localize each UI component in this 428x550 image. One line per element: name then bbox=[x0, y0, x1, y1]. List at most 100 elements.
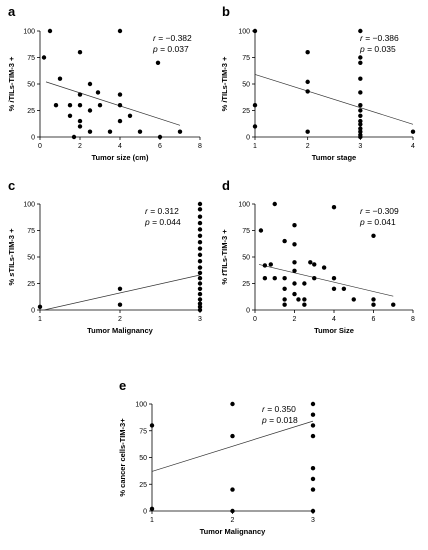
data-point bbox=[292, 291, 297, 297]
data-point bbox=[252, 28, 258, 34]
y-axis-label-prefix: % bbox=[7, 103, 16, 112]
data-point bbox=[310, 412, 316, 417]
data-point bbox=[67, 113, 73, 119]
data-point bbox=[47, 28, 53, 34]
data-point bbox=[282, 238, 287, 244]
data-point bbox=[262, 276, 268, 281]
data-point bbox=[252, 103, 258, 108]
regression-line bbox=[43, 274, 201, 311]
x-tick-label: 4 bbox=[118, 143, 122, 150]
data-point bbox=[358, 134, 363, 140]
y-tick-label: 25 bbox=[242, 108, 250, 115]
y-tick-label: 75 bbox=[139, 428, 147, 435]
stat-r-value: = 0.350 bbox=[265, 404, 296, 414]
panel-letter: b bbox=[222, 4, 230, 19]
data-point bbox=[358, 103, 363, 108]
x-tick-label: 2 bbox=[118, 316, 122, 323]
data-point bbox=[410, 129, 416, 134]
data-point bbox=[197, 246, 203, 251]
y-tick-label: 0 bbox=[246, 308, 250, 315]
data-point bbox=[87, 81, 93, 87]
data-point bbox=[197, 201, 203, 207]
data-point bbox=[302, 297, 307, 302]
data-point bbox=[310, 423, 316, 428]
stat-p-value: = 0.018 bbox=[267, 415, 298, 425]
stat-r: r = −0.386 bbox=[360, 33, 399, 43]
stat-p-symbol: p bbox=[152, 44, 158, 54]
y-tick-label: 0 bbox=[31, 308, 35, 315]
x-axis-label: Tumor Size bbox=[314, 326, 354, 335]
data-point bbox=[230, 487, 235, 492]
regression-line bbox=[254, 74, 414, 125]
data-point bbox=[230, 401, 235, 407]
panel-letter: d bbox=[222, 178, 230, 193]
stat-r: r = −0.309 bbox=[360, 206, 399, 216]
data-point bbox=[197, 220, 203, 226]
data-point bbox=[77, 118, 83, 124]
y-tick-label: 75 bbox=[27, 228, 35, 235]
data-point bbox=[77, 50, 83, 55]
y-axis-label-prefix: % bbox=[220, 276, 229, 285]
data-point bbox=[305, 89, 310, 94]
data-point bbox=[67, 103, 73, 108]
stat-p-value: = 0.044 bbox=[150, 217, 181, 227]
y-axis-label-prefix: % bbox=[7, 277, 16, 286]
data-point bbox=[310, 508, 316, 514]
y-tick-label: 25 bbox=[139, 482, 147, 489]
x-tick-label: 3 bbox=[311, 517, 315, 524]
y-tick-label: 75 bbox=[242, 55, 250, 62]
stat-p: p = 0.035 bbox=[359, 44, 396, 54]
data-point bbox=[230, 508, 235, 514]
y-tick-label: 100 bbox=[238, 202, 250, 209]
data-point bbox=[197, 286, 203, 291]
y-tick-label: 100 bbox=[23, 29, 35, 36]
data-point bbox=[310, 401, 316, 407]
x-tick-label: 1 bbox=[253, 143, 257, 150]
y-tick-label: 50 bbox=[139, 455, 147, 462]
y-tick-label: 25 bbox=[242, 281, 250, 288]
stat-p: p = 0.037 bbox=[152, 44, 189, 54]
y-axis-label-italic: i bbox=[7, 100, 16, 103]
data-point bbox=[197, 239, 203, 245]
y-tick-label: 100 bbox=[238, 29, 250, 36]
panel-letter: c bbox=[8, 178, 15, 193]
data-point bbox=[391, 302, 396, 307]
stat-p: p = 0.018 bbox=[261, 415, 298, 425]
y-axis-label-italic: t bbox=[220, 273, 229, 276]
data-point bbox=[302, 281, 307, 286]
data-point bbox=[117, 302, 123, 307]
stat-p: p = 0.041 bbox=[359, 217, 396, 227]
y-axis-label-rest: TILs-TIM-3 + bbox=[220, 229, 229, 274]
stat-p-value: = 0.041 bbox=[365, 217, 396, 227]
data-point bbox=[41, 55, 47, 60]
data-point bbox=[197, 259, 203, 264]
y-tick-label: 100 bbox=[23, 202, 35, 209]
data-point bbox=[358, 113, 363, 119]
y-tick-label: 50 bbox=[242, 82, 250, 89]
data-point bbox=[262, 263, 268, 268]
y-tick-label: 50 bbox=[27, 255, 35, 262]
data-point bbox=[341, 286, 347, 291]
data-point bbox=[358, 126, 363, 131]
stat-r: r = 0.312 bbox=[145, 206, 179, 216]
x-tick-label: 2 bbox=[78, 143, 82, 150]
data-point bbox=[117, 286, 123, 291]
data-point bbox=[305, 79, 310, 85]
data-point bbox=[310, 466, 316, 471]
data-point bbox=[230, 433, 235, 439]
data-point bbox=[268, 262, 273, 267]
y-tick-label: 50 bbox=[242, 255, 250, 262]
data-point bbox=[310, 487, 316, 492]
regression-line bbox=[258, 264, 394, 297]
stat-p-value: = 0.037 bbox=[158, 44, 189, 54]
data-point bbox=[197, 291, 203, 297]
stat-p-symbol: p bbox=[359, 44, 365, 54]
data-point bbox=[308, 260, 313, 265]
data-point bbox=[87, 129, 93, 134]
data-point bbox=[305, 50, 310, 55]
y-axis-label: % iTILs-TIM-3 + bbox=[7, 56, 16, 111]
data-point bbox=[310, 433, 316, 439]
x-tick-label: 4 bbox=[411, 143, 415, 150]
stat-p-symbol: p bbox=[261, 415, 267, 425]
